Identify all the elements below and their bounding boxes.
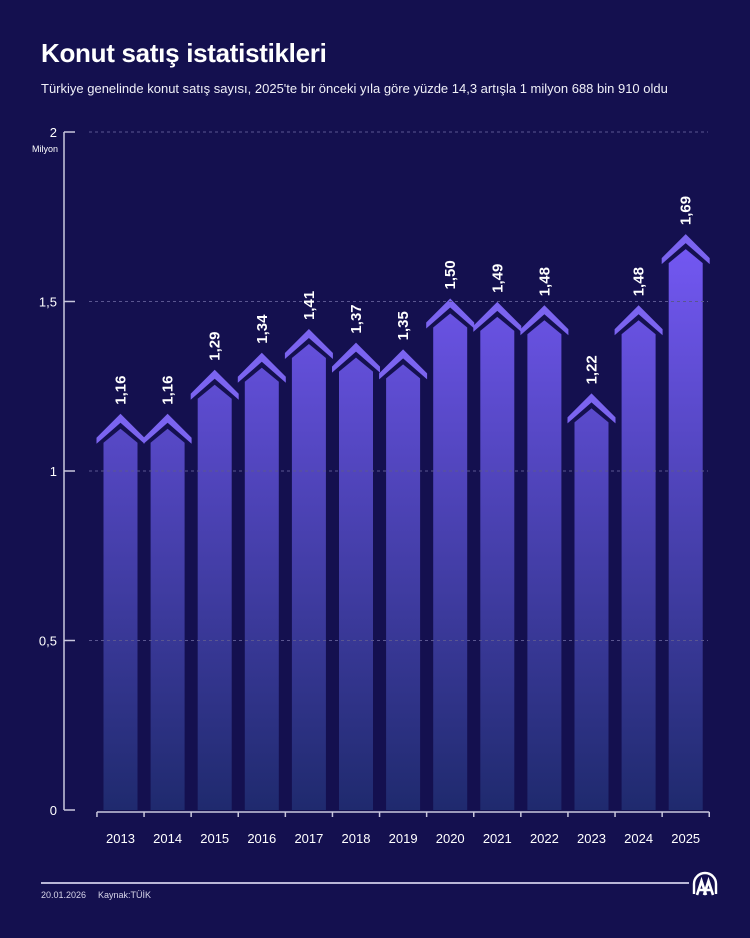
y-tick-label: 0 <box>50 803 57 818</box>
y-tick-label: 1,5 <box>39 295 57 310</box>
y-unit-label: Milyon <box>32 144 58 154</box>
x-tick-label: 2020 <box>436 831 465 846</box>
x-axis: 2013 2014 2015 2016 2017 2018 2019 2020 2021 2022… <box>96 811 710 846</box>
bar-chart: 0 0,5 1 1,5 2 Milyon 2013 2014 2015 2016 2017 2018… <box>32 125 710 846</box>
footer-source: Kaynak:TÜİK <box>98 890 152 900</box>
value-label: 1,48 <box>631 267 648 296</box>
bar-2022 <box>520 305 569 810</box>
x-tick-label: 2017 <box>294 831 323 846</box>
x-tick-label: 2016 <box>247 831 276 846</box>
x-tick-label: 2018 <box>342 831 371 846</box>
value-label: 1,41 <box>301 291 318 320</box>
value-label: 1,16 <box>113 376 130 405</box>
gridlines <box>89 131 708 641</box>
bar-2017 <box>284 329 333 810</box>
value-label: 1,22 <box>584 355 601 384</box>
bar-2021 <box>473 301 522 810</box>
value-label: 1,48 <box>536 267 553 296</box>
bar-2023 <box>567 393 616 810</box>
x-tick-label: 2025 <box>671 831 700 846</box>
x-tick-label: 2015 <box>200 831 229 846</box>
value-label: 1,37 <box>348 304 365 333</box>
value-label: 1,34 <box>254 314 271 344</box>
value-label: 1,69 <box>678 196 695 225</box>
y-axis: 0 0,5 1 1,5 2 Milyon <box>32 125 75 818</box>
bar-2019 <box>379 349 428 810</box>
x-tick-label: 2022 <box>530 831 559 846</box>
x-tick-label: 2024 <box>624 831 653 846</box>
x-tick-label: 2019 <box>389 831 418 846</box>
page-subtitle: Türkiye genelinde konut satış sayısı, 20… <box>41 81 668 96</box>
bar-2013 <box>96 413 145 810</box>
value-label: 1,35 <box>395 311 412 340</box>
y-tick-label: 1 <box>50 464 57 479</box>
value-label: 1,50 <box>442 260 459 289</box>
value-label: 1,16 <box>160 376 177 405</box>
value-label: 1,49 <box>489 264 506 293</box>
footer-date: 20.01.2026 <box>41 890 87 900</box>
x-tick-label: 2013 <box>106 831 135 846</box>
bar-2014 <box>143 413 192 810</box>
x-tick-label: 2023 <box>577 831 606 846</box>
bar-2016 <box>237 352 286 810</box>
aa-logo-icon <box>692 871 718 896</box>
y-tick-label: 2 <box>50 125 57 140</box>
footer-divider <box>41 882 689 884</box>
bar-2025 <box>661 234 710 811</box>
x-tick-label: 2014 <box>153 831 182 846</box>
value-labels: 1,16 1,16 1,29 1,34 1,41 1,37 1,35 1,50 1,49 1,48… <box>113 196 695 405</box>
page-title: Konut satış istatistikleri <box>41 38 327 68</box>
bar-2018 <box>332 342 380 810</box>
bar-2020 <box>426 298 475 810</box>
value-label: 1,29 <box>207 331 224 360</box>
bar-2024 <box>614 305 663 810</box>
bars-group <box>96 234 710 811</box>
y-tick-label: 0,5 <box>39 634 57 649</box>
bar-2015 <box>190 369 239 810</box>
x-tick-label: 2021 <box>483 831 512 846</box>
